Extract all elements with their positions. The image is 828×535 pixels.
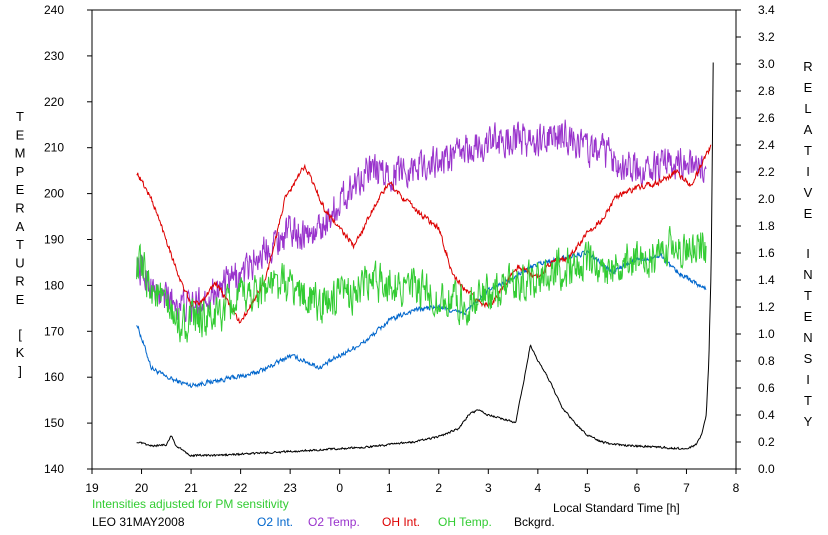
right-tick-label: 2.0 (758, 192, 775, 206)
x-tick-label: 1 (386, 481, 393, 495)
x-tick-label: 21 (184, 481, 198, 495)
series-line-oh-int (136, 144, 712, 324)
axis-label-letter: T (16, 109, 24, 124)
axis-label-letter: E (804, 206, 813, 221)
x-tick-label: 0 (336, 481, 343, 495)
legend-entry-oh-int: OH Int. (382, 515, 420, 529)
left-axis: 140 150 160 170 180 190 200 210 220 230 240 (44, 3, 92, 476)
plot-frame (91, 9, 737, 470)
right-tick-label: 1.4 (758, 273, 775, 287)
x-tick-label: 22 (234, 481, 248, 495)
left-tick-label: 150 (44, 416, 64, 430)
right-tick-label: 1.0 (758, 327, 775, 341)
x-tick-label: 2 (435, 481, 442, 495)
left-tick-label: 160 (44, 370, 64, 384)
axis-label-letter: [ (18, 327, 22, 342)
axis-label-letter: R (15, 274, 24, 289)
right-tick-label: 0.0 (758, 462, 775, 476)
axis-label-letter: E (16, 127, 25, 142)
axis-label-letter: T (16, 237, 24, 252)
x-tick-label: 6 (634, 481, 641, 495)
right-tick-label: 2.2 (758, 165, 775, 179)
axis-label-letter: N (803, 267, 812, 282)
x-tick-label: 23 (283, 481, 297, 495)
axis-label-letter: E (16, 182, 25, 197)
axis-label-letter: I (806, 164, 810, 179)
axis-label-letter: Y (804, 414, 813, 429)
axis-label-letter: L (804, 101, 811, 116)
pm-note: Intensities adjusted for PM sensitivity (92, 497, 289, 511)
axis-label-letter: T (804, 393, 812, 408)
right-axis: 0.0 0.2 0.4 0.6 0.8 1.0 1.2 1.4 1.6 1.8 2.0 2.2 2.4 2… (736, 3, 775, 476)
x-tick-label: 8 (733, 481, 740, 495)
left-tick-label: 180 (44, 278, 64, 292)
x-tick-label: 19 (85, 481, 99, 495)
axis-label-letter: A (16, 219, 25, 234)
axis-label-letter: V (804, 185, 813, 200)
right-tick-label: 3.2 (758, 30, 775, 44)
left-tick-label: 230 (44, 49, 64, 63)
right-tick-label: 1.2 (758, 300, 775, 314)
right-tick-label: 1.8 (758, 219, 775, 233)
axis-label-letter: E (16, 292, 25, 307)
right-tick-label: 0.8 (758, 354, 775, 368)
right-tick-label: 2.6 (758, 111, 775, 125)
axis-label-letter: M (15, 146, 26, 161)
axis-label-letter: ] (18, 363, 22, 378)
left-tick-label: 170 (44, 324, 64, 338)
station-label: LEO 31MAY2008 (92, 515, 185, 529)
right-tick-label: 1.6 (758, 246, 775, 260)
axis-label-letter: E (804, 309, 813, 324)
right-tick-label: 0.6 (758, 381, 775, 395)
left-tick-label: 140 (44, 462, 64, 476)
right-tick-label: 2.8 (758, 84, 775, 98)
right-tick-label: 0.2 (758, 435, 775, 449)
axis-label-letter: N (803, 330, 812, 345)
axis-label-letter: A (804, 122, 813, 137)
left-tick-label: 220 (44, 95, 64, 109)
axis-label-letter: K (16, 345, 25, 360)
axis-label-letter: U (15, 255, 24, 270)
axis-label-letter: R (15, 201, 24, 216)
series-line-bckgrd (136, 62, 714, 458)
x-axis-label: Local Standard Time [h] (553, 501, 680, 515)
plot-lines (136, 62, 714, 458)
left-tick-label: 210 (44, 141, 64, 155)
legend-entry-oh-temp: OH Temp. (438, 515, 492, 529)
right-tick-label: 3.4 (758, 3, 775, 17)
x-tick-label: 3 (485, 481, 492, 495)
x-tick-label: 7 (683, 481, 690, 495)
legend-entry-o2-int: O2 Int. (257, 515, 293, 529)
axis-label-letter: E (804, 80, 813, 95)
x-axis: 19 20 21 22 23 0 1 2 3 4 5 6 7 8 (85, 469, 740, 495)
series-line-o2-temp (136, 119, 707, 323)
right-tick-label: 3.0 (758, 57, 775, 71)
axis-label-letter: P (16, 164, 25, 179)
axis-label-letter: I (806, 246, 810, 261)
axis-label-letter: S (804, 351, 813, 366)
x-tick-label: 4 (535, 481, 542, 495)
left-tick-label: 240 (44, 3, 64, 17)
axis-label-letter: R (803, 59, 812, 74)
right-tick-label: 0.4 (758, 408, 775, 422)
legend: O2 Int. O2 Temp. OH Int. OH Temp. Bckgrd. (257, 515, 555, 529)
series-line-oh-temp (136, 226, 707, 343)
axis-label-letter: I (806, 372, 810, 387)
legend-entry-bckgrd: Bckgrd. (514, 515, 555, 529)
legend-entry-o2-temp: O2 Temp. (308, 515, 360, 529)
x-tick-label: 20 (135, 481, 149, 495)
left-tick-label: 200 (44, 187, 64, 201)
axis-label-letter: T (804, 288, 812, 303)
left-tick-label: 190 (44, 233, 64, 247)
right-tick-label: 2.4 (758, 138, 775, 152)
axis-label-letter: T (804, 143, 812, 158)
x-tick-label: 5 (584, 481, 591, 495)
